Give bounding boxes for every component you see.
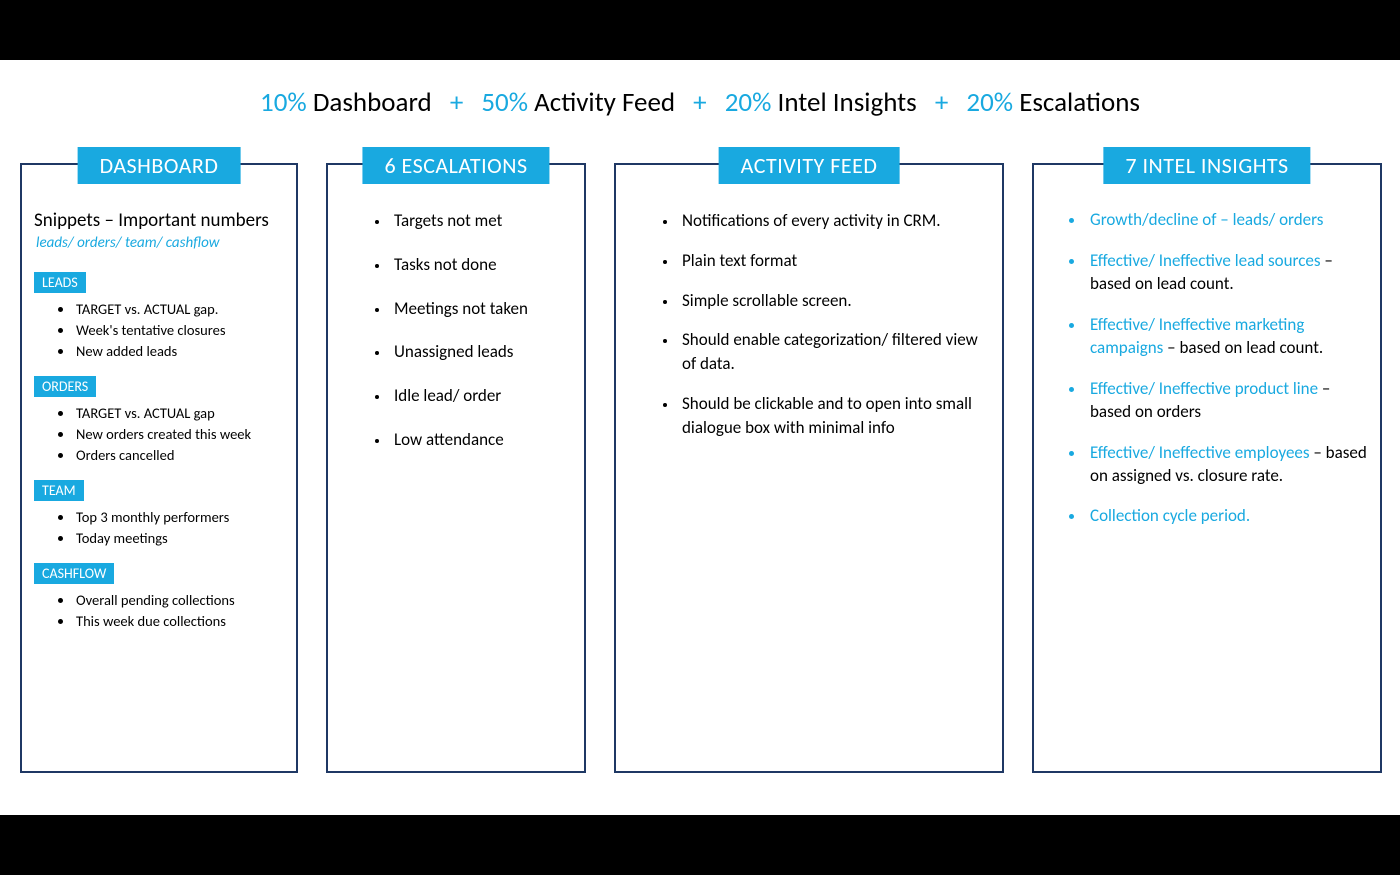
list-item: Should enable categorization/ filtered v… [678,328,990,376]
letterbox-bottom [0,815,1400,875]
snippets-title: Snippets – Important numbers [34,209,284,232]
list-item: Week's tentative closures [74,320,284,341]
list-team: Top 3 monthly performers Today meetings [34,507,284,549]
card-title-escalations: 6 ESCALATIONS [362,147,549,184]
list-escalations: Targets not met Tasks not done Meetings … [340,209,572,452]
list-item: Unassigned leads [390,340,572,364]
list-item: Collection cycle period. [1086,505,1368,528]
columns-row: DASHBOARD Snippets – Important numbers l… [20,163,1380,773]
chip-cashflow: CASHFLOW [34,563,114,584]
list-activity: Notifications of every activity in CRM. … [628,209,990,440]
headline-pct-2: 20% [725,86,772,119]
list-item: Idle lead/ order [390,384,572,408]
chip-orders: ORDERS [34,376,96,397]
list-leads: TARGET vs. ACTUAL gap. Week's tentative … [34,299,284,362]
list-item: Today meetings [74,528,284,549]
slide-canvas: 10% Dashboard + 50% Activity Feed + 20% … [0,60,1400,815]
list-item: TARGET vs. ACTUAL gap [74,403,284,424]
list-item: Effective/ Ineffective lead sources – ba… [1086,250,1368,296]
insight-highlight: Effective/ Ineffective lead sources [1090,250,1321,271]
list-item: Meetings not taken [390,297,572,321]
snippets-subtitle: leads/ orders/ team/ cashflow [34,234,284,252]
list-item: Tasks not done [390,253,572,277]
list-item: This week due collections [74,611,284,632]
card-dashboard: DASHBOARD Snippets – Important numbers l… [20,163,298,773]
list-cashflow: Overall pending collections This week du… [34,590,284,632]
list-item: Notifications of every activity in CRM. [678,209,990,233]
list-orders: TARGET vs. ACTUAL gap New orders created… [34,403,284,466]
insight-highlight: Collection cycle period. [1090,505,1250,526]
headline-equation: 10% Dashboard + 50% Activity Feed + 20% … [20,86,1380,119]
chip-leads: LEADS [34,272,86,293]
list-item: Should be clickable and to open into sma… [678,392,990,440]
insight-rest: – based on lead count. [1163,337,1323,358]
letterbox-top [0,0,1400,60]
headline-pct-0: 10% [260,86,307,119]
list-item: New orders created this week [74,424,284,445]
list-item: Top 3 monthly performers [74,507,284,528]
headline-pct-3: 20% [966,86,1013,119]
insight-highlight: Growth/decline of – leads/ orders [1090,209,1323,230]
list-item: Plain text format [678,249,990,273]
plus-icon: + [450,86,463,119]
list-item: New added leads [74,341,284,362]
headline-label-2: Intel Insights [778,86,917,119]
headline-pct-1: 50% [481,86,528,119]
plus-icon: + [935,86,948,119]
insight-highlight: Effective/ Ineffective employees [1090,442,1310,463]
headline-label-3: Escalations [1019,86,1140,119]
list-item: Overall pending collections [74,590,284,611]
list-item: Simple scrollable screen. [678,289,990,313]
list-item: Low attendance [390,428,572,452]
card-escalations: 6 ESCALATIONS Targets not met Tasks not … [326,163,586,773]
list-item: TARGET vs. ACTUAL gap. [74,299,284,320]
card-title-activity: ACTIVITY FEED [719,147,900,184]
list-insights: Growth/decline of – leads/ orders Effect… [1046,209,1368,528]
chip-team: TEAM [34,480,84,501]
card-intel-insights: 7 INTEL INSIGHTS Growth/decline of – lea… [1032,163,1382,773]
list-item: Effective/ Ineffective marketing campaig… [1086,314,1368,360]
headline-label-1: Activity Feed [534,86,675,119]
list-item: Effective/ Ineffective product line – ba… [1086,378,1368,424]
list-item: Targets not met [390,209,572,233]
card-title-dashboard: DASHBOARD [78,147,241,184]
card-title-insights: 7 INTEL INSIGHTS [1103,147,1310,184]
insight-highlight: Effective/ Ineffective product line [1090,378,1318,399]
list-item: Effective/ Ineffective employees – based… [1086,442,1368,488]
headline-label-0: Dashboard [313,86,432,119]
list-item: Growth/decline of – leads/ orders [1086,209,1368,232]
plus-icon: + [693,86,706,119]
card-activity-feed: ACTIVITY FEED Notifications of every act… [614,163,1004,773]
list-item: Orders cancelled [74,445,284,466]
